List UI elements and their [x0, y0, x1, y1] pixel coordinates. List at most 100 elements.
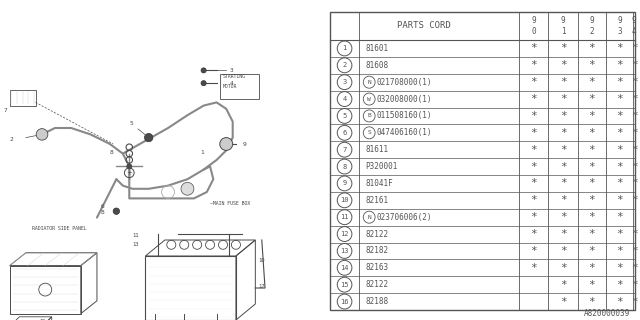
Text: *: *: [616, 297, 623, 307]
Text: 82161: 82161: [365, 196, 388, 205]
Text: W: W: [367, 97, 371, 101]
Text: 82182: 82182: [365, 246, 388, 255]
Text: *: *: [560, 212, 566, 222]
Text: *: *: [531, 145, 537, 155]
Text: 011508160(1): 011508160(1): [376, 111, 431, 120]
Text: *: *: [616, 77, 623, 87]
Text: *: *: [616, 145, 623, 155]
Text: 032008000(1): 032008000(1): [376, 95, 431, 104]
Circle shape: [181, 182, 194, 195]
Text: *: *: [560, 263, 566, 273]
Text: 12: 12: [340, 231, 349, 237]
Text: 6: 6: [100, 204, 104, 209]
Text: *: *: [616, 229, 623, 239]
Text: 9: 9: [243, 141, 246, 147]
Text: *: *: [560, 280, 566, 290]
Text: *: *: [588, 60, 595, 70]
Text: *: *: [616, 162, 623, 172]
Text: *: *: [560, 246, 566, 256]
Text: *: *: [531, 263, 537, 273]
Text: 10: 10: [259, 259, 265, 263]
Text: 047406160(1): 047406160(1): [376, 128, 431, 137]
Text: *: *: [531, 77, 537, 87]
Text: *: *: [531, 229, 537, 239]
Text: 9
4: 9 4: [632, 16, 636, 36]
Text: *: *: [560, 60, 566, 70]
Circle shape: [201, 68, 206, 73]
Text: PARTS CORD: PARTS CORD: [397, 21, 451, 30]
Circle shape: [220, 138, 233, 150]
Text: A820000039: A820000039: [584, 309, 630, 318]
Text: *: *: [531, 60, 537, 70]
Text: N: N: [367, 80, 371, 85]
Text: 81608: 81608: [365, 61, 388, 70]
Text: B: B: [367, 113, 371, 118]
Text: *: *: [531, 94, 537, 104]
Text: *: *: [616, 179, 623, 188]
Text: *: *: [588, 263, 595, 273]
Text: *: *: [616, 111, 623, 121]
Text: *: *: [560, 229, 566, 239]
Text: *: *: [630, 111, 637, 121]
Text: *: *: [630, 162, 637, 172]
Circle shape: [36, 129, 48, 140]
Text: *: *: [560, 77, 566, 87]
Text: 1: 1: [342, 45, 347, 52]
Text: 82122: 82122: [365, 280, 388, 289]
Text: 7: 7: [342, 147, 347, 153]
Text: *: *: [560, 297, 566, 307]
Text: STARTING: STARTING: [223, 74, 246, 79]
Text: 4: 4: [342, 96, 347, 102]
Text: *: *: [630, 297, 637, 307]
Text: 2: 2: [342, 62, 347, 68]
Text: 8: 8: [100, 211, 104, 215]
Text: *: *: [630, 60, 637, 70]
Text: *: *: [531, 195, 537, 205]
Text: 5: 5: [342, 113, 347, 119]
Text: 11: 11: [340, 214, 349, 220]
Text: 15: 15: [340, 282, 349, 288]
Text: *: *: [588, 111, 595, 121]
Circle shape: [145, 133, 153, 142]
Text: 2: 2: [10, 137, 13, 142]
Text: *: *: [531, 162, 537, 172]
Text: *: *: [531, 179, 537, 188]
Text: *: *: [630, 145, 637, 155]
Text: *: *: [560, 94, 566, 104]
Text: *: *: [630, 77, 637, 87]
Text: 7: 7: [3, 108, 7, 113]
Text: *: *: [616, 195, 623, 205]
Text: N: N: [367, 215, 371, 220]
Text: 9: 9: [342, 180, 347, 187]
Text: *: *: [588, 179, 595, 188]
Text: 9
1: 9 1: [561, 16, 566, 36]
Text: MOTOR: MOTOR: [223, 84, 237, 89]
Text: *: *: [616, 60, 623, 70]
Text: *: *: [588, 162, 595, 172]
Text: 9
2: 9 2: [589, 16, 594, 36]
Text: 81041F: 81041F: [365, 179, 393, 188]
Text: *: *: [630, 179, 637, 188]
Text: *: *: [560, 145, 566, 155]
Text: *: *: [588, 145, 595, 155]
Text: *: *: [560, 111, 566, 121]
Text: *: *: [560, 162, 566, 172]
Text: 14: 14: [340, 265, 349, 271]
Text: 3: 3: [230, 68, 233, 73]
Text: *: *: [616, 44, 623, 53]
Text: *: *: [588, 94, 595, 104]
Text: 81601: 81601: [365, 44, 388, 53]
Text: 13: 13: [340, 248, 349, 254]
Text: *: *: [630, 195, 637, 205]
Text: 8: 8: [342, 164, 347, 170]
Text: 15: 15: [39, 319, 45, 320]
Text: *: *: [588, 44, 595, 53]
Text: 10: 10: [340, 197, 349, 203]
Text: 5: 5: [129, 121, 147, 136]
Text: *: *: [588, 212, 595, 222]
Text: *: *: [616, 246, 623, 256]
Text: 023706006(2): 023706006(2): [376, 213, 431, 222]
Text: *: *: [531, 212, 537, 222]
Text: 8: 8: [110, 149, 114, 155]
Text: 1: 1: [200, 149, 204, 155]
